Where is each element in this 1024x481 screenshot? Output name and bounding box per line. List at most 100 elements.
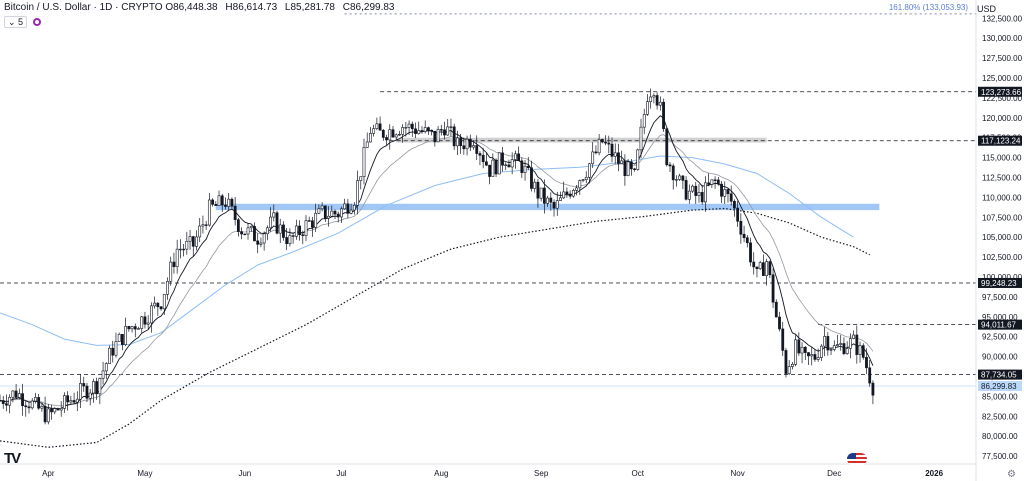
candle-body <box>868 367 872 384</box>
candle-body <box>484 161 488 166</box>
indicator-row[interactable]: ⌄ 5 <box>4 16 42 28</box>
candle-body <box>787 366 791 374</box>
candle-body <box>468 138 472 148</box>
candle-body <box>526 165 530 169</box>
candle-body <box>153 302 157 307</box>
candle-body <box>304 220 308 236</box>
candle-body <box>781 328 785 351</box>
candle-body <box>356 180 359 206</box>
indicator-dot-icon[interactable] <box>33 18 42 26</box>
key-levels: 161.80% (133,053.93) <box>0 3 976 387</box>
candle-body <box>865 357 868 369</box>
candle-body <box>394 134 398 138</box>
candle-body <box>594 151 598 154</box>
candle-body <box>162 293 166 310</box>
candle-body <box>98 378 102 395</box>
current-price-label: 86,299.83 <box>981 382 1017 391</box>
candle-body <box>0 400 2 402</box>
candle-body <box>626 161 630 176</box>
candle-body <box>452 126 456 147</box>
fib-level-label: 161.80% (133,053.93) <box>889 3 969 12</box>
candle-body <box>124 326 128 345</box>
price-tick-label: 92,500.00 <box>982 333 1018 342</box>
symbol-title: Bitcoin / U.S. Dollar · 1D · CRYPTO <box>4 2 163 13</box>
ema-slow-line <box>0 134 874 407</box>
candle-body <box>414 128 417 134</box>
candle-body <box>156 302 160 308</box>
level-87734-tag <box>978 369 1022 380</box>
candle-body <box>46 408 50 423</box>
candle-body <box>327 215 330 219</box>
candle-body <box>330 210 334 217</box>
candle-body <box>726 189 730 195</box>
time-tick-label: 2026 <box>925 469 943 478</box>
candle-body <box>50 408 53 413</box>
time-tick-label: Apr <box>42 469 55 478</box>
candle-body <box>359 176 363 181</box>
candle-body <box>14 390 18 398</box>
candle-body <box>404 127 408 129</box>
level-87734-tag-label: 87,734.05 <box>981 371 1017 380</box>
candle-body <box>256 240 260 245</box>
candle-body <box>694 185 698 196</box>
candle-body <box>37 397 41 409</box>
candle-body <box>265 227 269 235</box>
candle-body <box>475 145 479 154</box>
candle-body <box>517 153 521 162</box>
candle-body <box>407 123 411 128</box>
candle-body <box>542 187 546 204</box>
candle-body <box>53 408 57 413</box>
candle-body <box>307 220 311 222</box>
candle-body <box>227 198 231 207</box>
candle-body <box>410 123 414 130</box>
candle-body <box>172 261 176 268</box>
candle-body <box>211 199 214 205</box>
candle-body <box>224 204 227 207</box>
candle-body <box>459 137 463 147</box>
time-tick-label: Aug <box>434 469 448 478</box>
ohlc-h: H86,614.73 <box>225 2 278 13</box>
candle-body <box>11 390 15 398</box>
candle-body <box>8 396 12 406</box>
time-tick-label: Oct <box>632 469 645 478</box>
candle-body <box>610 143 614 157</box>
candle-body <box>369 133 372 143</box>
candle-body <box>169 261 173 282</box>
candle-body <box>188 236 192 242</box>
settings-gear-icon[interactable]: ⚙ <box>1007 469 1016 480</box>
price-tick-label: 97,500.00 <box>982 293 1018 302</box>
candle-body <box>774 301 778 318</box>
candle-body <box>800 346 804 354</box>
candle-body <box>810 354 814 357</box>
candle-body <box>34 397 37 402</box>
candle-body <box>591 151 595 165</box>
candle-body <box>92 381 95 394</box>
candle-body <box>510 159 514 168</box>
candle-body <box>317 208 321 214</box>
candle-body <box>230 198 234 207</box>
candle-body <box>30 400 34 409</box>
candle-body <box>72 400 76 403</box>
candle-body <box>662 101 665 130</box>
price-tick-label: 77,500.00 <box>982 452 1018 461</box>
candle-body <box>642 114 646 128</box>
candle-body <box>272 212 276 218</box>
candle-body <box>133 326 137 330</box>
candle-body <box>568 193 572 197</box>
candle-body <box>336 213 340 218</box>
candle-body <box>790 363 794 367</box>
candle-body <box>678 175 682 180</box>
ema-fast-line <box>0 115 874 410</box>
candle-body <box>819 345 823 358</box>
candle-body <box>620 160 624 164</box>
candle-body <box>501 152 504 166</box>
candle-body <box>40 405 44 409</box>
candle-body <box>710 179 714 185</box>
currency-selector[interactable]: USD <box>976 4 996 14</box>
indicator-collapse-button[interactable]: ⌄ 5 <box>4 16 28 28</box>
candle-body <box>600 139 604 143</box>
candle-body <box>823 336 827 347</box>
candle-body <box>807 352 810 357</box>
candle-body <box>794 339 798 365</box>
